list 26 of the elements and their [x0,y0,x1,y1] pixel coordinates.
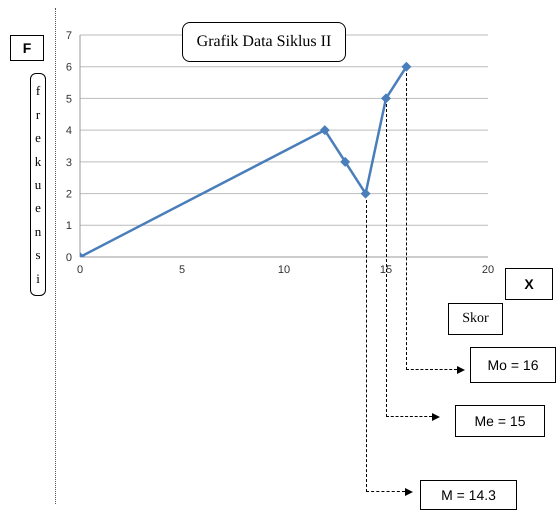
x-axis-title: Skor [448,303,503,335]
text: frekuensi [34,83,42,286]
text: X [505,268,553,300]
point [360,188,371,199]
point [401,62,412,72]
y-tick-label: 7 [66,30,72,42]
point [381,93,391,104]
text: Me = 15 [455,405,545,437]
text: M = 14.3 [420,480,517,510]
chart-title: Grafik Data Siklus II [182,22,346,62]
x-tick-label: 10 [278,264,290,276]
point [340,156,350,167]
x-tick-label: 20 [482,264,494,276]
x-tick-label: 5 [178,264,186,276]
y-tick-label: 0 [66,252,72,264]
y-tick-label: 5 [66,93,72,106]
text: F [10,35,44,61]
y-tick-label: 1 [66,220,72,232]
text: Mo = 16 [470,347,556,383]
x-tick-label: 0 [76,264,84,276]
point [320,125,330,136]
y-tick-label: 3 [66,156,72,169]
x-tick-label: 15 [380,264,392,276]
y-tick-label: 4 [66,125,72,138]
y-tick-label: 2 [66,188,72,200]
y-tick-label: 6 [66,62,72,74]
